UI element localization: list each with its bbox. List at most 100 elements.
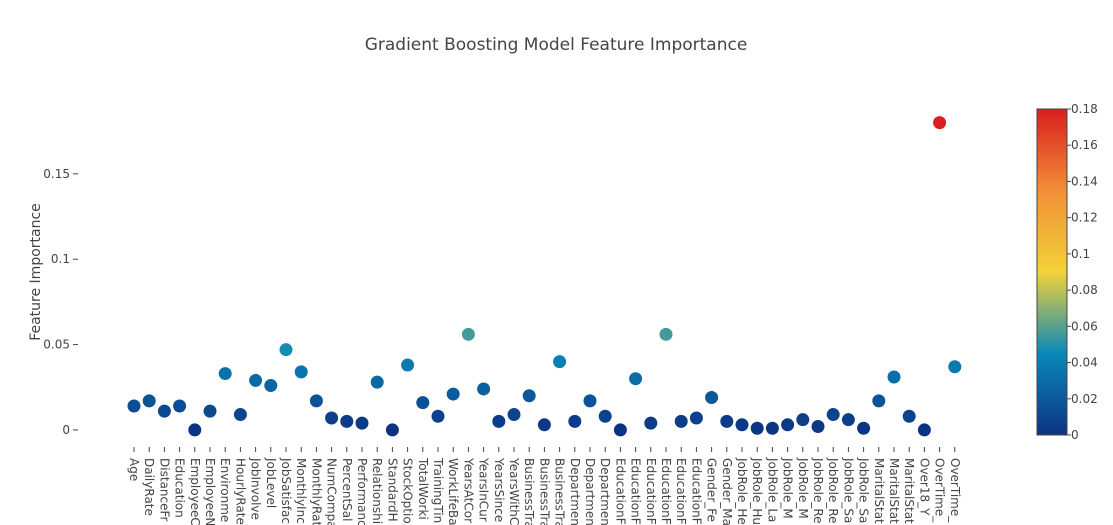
x-tick-label: DistanceFr (157, 458, 171, 522)
data-point (492, 414, 506, 428)
data-point (127, 399, 141, 413)
x-tick-label: EducationF (689, 458, 703, 525)
data-point (796, 413, 810, 427)
data-point (613, 423, 627, 437)
y-tick-label: 0.15 (43, 167, 70, 181)
x-tick-label: PercentSal (340, 458, 354, 521)
x-tick-label: Environme (218, 458, 232, 522)
colorbar-tick-label: 0.14 (1071, 174, 1098, 188)
x-tick-label: JobRole_M (796, 457, 810, 519)
x-tick-label: WorkLifeBa (446, 458, 460, 525)
x-tick-label: JobRole_Hu (750, 457, 764, 525)
x-tick-label: BusinessTra (553, 458, 567, 525)
data-point (735, 418, 749, 432)
x-tick-label: EducationF (644, 458, 658, 525)
data-point (674, 414, 688, 428)
y-tick-label: 0.05 (43, 338, 70, 352)
x-tick-label: Age (127, 458, 141, 481)
chart-title: Gradient Boosting Model Feature Importan… (365, 35, 748, 55)
data-point (857, 421, 871, 435)
data-point (705, 390, 719, 404)
x-tick-label: Gender_Fe (705, 458, 719, 522)
data-point (507, 408, 521, 422)
data-point (841, 413, 855, 427)
data-point (689, 411, 703, 425)
x-tick-label: YearsSince (492, 457, 506, 522)
data-point (537, 418, 551, 432)
data-point (629, 372, 643, 386)
data-point (340, 414, 354, 428)
data-point (872, 394, 886, 408)
data-point (948, 360, 962, 374)
x-tick-label: Departmen (583, 458, 597, 525)
x-tick-label: Departmen (568, 458, 582, 525)
data-point (933, 116, 947, 130)
data-point (294, 365, 308, 379)
x-tick-label: JobLevel (264, 457, 278, 508)
colorbar-tick-label: 0.02 (1071, 392, 1098, 406)
x-tick-label: DailyRate (142, 458, 156, 516)
data-point (477, 382, 491, 396)
data-point (659, 327, 673, 341)
x-tick-label: BusinessTra (537, 458, 551, 525)
data-point (385, 423, 399, 437)
x-tick-label: EmployeeN (203, 458, 217, 525)
x-tick-label: JobRole_Sa (841, 457, 855, 523)
x-tick-label: Education (173, 458, 187, 518)
data-point (157, 404, 171, 418)
x-tick-label: EducationF (613, 458, 627, 525)
data-point (446, 387, 460, 401)
x-tick-label: EducationF (659, 458, 673, 525)
data-point (811, 420, 825, 434)
data-point (188, 423, 202, 437)
colorbar-gradient (1036, 108, 1068, 436)
x-tick-label: JobRole_Re (826, 457, 840, 524)
data-point (522, 389, 536, 403)
x-tick-label: HourlyRate (233, 458, 247, 525)
x-tick-label: Relationshi (370, 458, 384, 524)
x-tick-label: Over18_Y (917, 458, 931, 516)
x-tick-label: JobRole_Sa (857, 457, 871, 523)
data-point (431, 409, 445, 423)
data-point (203, 404, 217, 418)
x-tick-label: JobRole_La (765, 457, 779, 522)
x-tick-label: OverTime_ (948, 458, 962, 523)
colorbar-tick-label: 0.08 (1071, 283, 1098, 297)
x-tick-label: OverTime_ (933, 458, 947, 523)
x-tick-label: NumCompa (325, 458, 339, 525)
data-point (598, 409, 612, 423)
colorbar-tick-label: 0.06 (1071, 319, 1098, 333)
x-tick-label: YearsWithC (507, 457, 521, 525)
x-tick-label: Gender_Ma (720, 458, 734, 525)
data-point (887, 370, 901, 384)
x-tick-label: JobRole_Re (811, 457, 825, 524)
data-point (568, 414, 582, 428)
y-tick-label: 0.1 (51, 252, 70, 266)
colorbar-tick-label: 0.18 (1071, 102, 1098, 116)
x-tick-label: TotalWorki (416, 457, 430, 520)
data-point (553, 355, 567, 369)
data-point (902, 409, 916, 423)
x-tick-label: MaritalStat (872, 458, 886, 524)
x-tick-label: JobInvolve (249, 457, 263, 520)
x-tick-label: MonthlyInc (294, 458, 308, 524)
x-tick-label: MaritalStat (902, 458, 916, 524)
data-point (416, 396, 430, 410)
x-tick-label: StandardH (385, 458, 399, 522)
x-tick-label: YearsInCur (477, 457, 491, 522)
x-tick-label: EducationF (674, 458, 688, 525)
y-axis-label: Feature Importance (28, 203, 44, 341)
data-point (325, 411, 339, 425)
data-point (279, 343, 293, 357)
data-point (644, 416, 658, 430)
y-tick-label: 0 (62, 423, 70, 437)
x-tick-label: TrainingTin (431, 457, 445, 523)
data-point (461, 327, 475, 341)
data-point (173, 399, 187, 413)
data-point (781, 418, 795, 432)
x-tick-label: StockOptio (401, 458, 415, 524)
data-point (720, 414, 734, 428)
colorbar-tick-label: 0.04 (1071, 356, 1098, 370)
colorbar: 0 0.02 0.04 0.06 0.08 0.1 0.12 0.14 0.16 0.18 (1036, 102, 1098, 442)
